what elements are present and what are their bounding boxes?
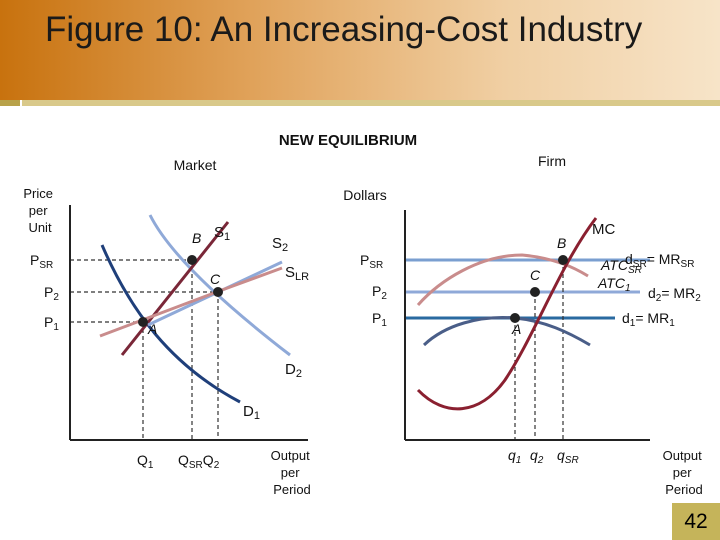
firm-qty-q1-label: q1 bbox=[508, 447, 521, 466]
slide-title: Figure 10: An Increasing-Cost Industry bbox=[45, 10, 643, 49]
firm-point-a-label: A bbox=[511, 321, 521, 337]
firm-y-axis-label: Dollars bbox=[343, 187, 387, 203]
firm-qty-qsr-label: qSR bbox=[557, 447, 579, 466]
market-price-p1-label: P1 bbox=[44, 314, 59, 333]
firm-point-c bbox=[530, 287, 540, 297]
market-demand-d1-curve bbox=[100, 244, 241, 404]
heading-new-equilibrium: NEW EQUILIBRIUM bbox=[279, 132, 417, 149]
market-s1-label: S1 bbox=[214, 224, 230, 243]
market-s2-label: S2 bbox=[272, 235, 288, 254]
firm-price-psr-label: PSR bbox=[360, 252, 383, 271]
market-point-a-label: A bbox=[147, 321, 157, 337]
firm-x-axis-label: Output per Period bbox=[663, 448, 706, 497]
market-y-axis-label: Price per Unit bbox=[23, 186, 56, 235]
market-point-c bbox=[213, 287, 223, 297]
firm-point-b-label: B bbox=[557, 235, 566, 251]
firm-point-c-label: C bbox=[530, 267, 541, 283]
market-point-c-label: C bbox=[210, 271, 221, 287]
title-banner bbox=[0, 0, 720, 100]
firm-atc1-curve bbox=[422, 316, 591, 347]
firm-atc-sr-curve bbox=[416, 253, 589, 306]
market-qty-q1-label: Q1 bbox=[137, 452, 154, 471]
market-price-p2-label: P2 bbox=[44, 284, 59, 303]
market-point-b bbox=[187, 255, 197, 265]
market-x-axis-label: Output per Period bbox=[271, 448, 314, 497]
firm-atc-sr-label: ATCSR bbox=[600, 257, 642, 276]
firm-point-b bbox=[558, 255, 568, 265]
firm-mc-label: MC bbox=[592, 221, 615, 238]
firm-guides bbox=[514, 260, 564, 440]
firm-mc-curve bbox=[416, 217, 598, 411]
firm-dsr-mrsr-label: dSR= MRSR bbox=[625, 251, 694, 270]
firm-atc1-label: ATC1 bbox=[597, 275, 631, 294]
market-price-psr-label: PSR bbox=[30, 252, 53, 271]
firm-price-p2-label: P2 bbox=[372, 283, 387, 302]
market-d2-label: D2 bbox=[285, 361, 302, 380]
firm-d2-mr2-label: d2= MR2 bbox=[648, 285, 701, 304]
market-guides bbox=[70, 259, 219, 440]
market-point-b-label: B bbox=[192, 230, 201, 246]
divider-right bbox=[22, 100, 720, 106]
firm-point-a bbox=[510, 313, 520, 323]
market-qty-qsr-q2-label: QSRQ2 bbox=[178, 452, 220, 471]
firm-price-p1-label: P1 bbox=[372, 310, 387, 329]
market-supply-s1-curve bbox=[120, 221, 230, 356]
firm-qty-q2-label: q2 bbox=[530, 447, 544, 466]
market-panel-label: Market bbox=[174, 157, 217, 173]
slide-number: 42 bbox=[672, 503, 720, 540]
market-demand-d2-curve bbox=[148, 214, 291, 357]
divider-left bbox=[0, 100, 20, 106]
firm-panel-label: Firm bbox=[538, 153, 566, 169]
firm-d1-mr1-label: d1= MR1 bbox=[622, 310, 675, 329]
market-slr-label: SLR bbox=[285, 264, 309, 283]
market-point-a bbox=[138, 317, 148, 327]
market-d1-label: D1 bbox=[243, 403, 260, 422]
